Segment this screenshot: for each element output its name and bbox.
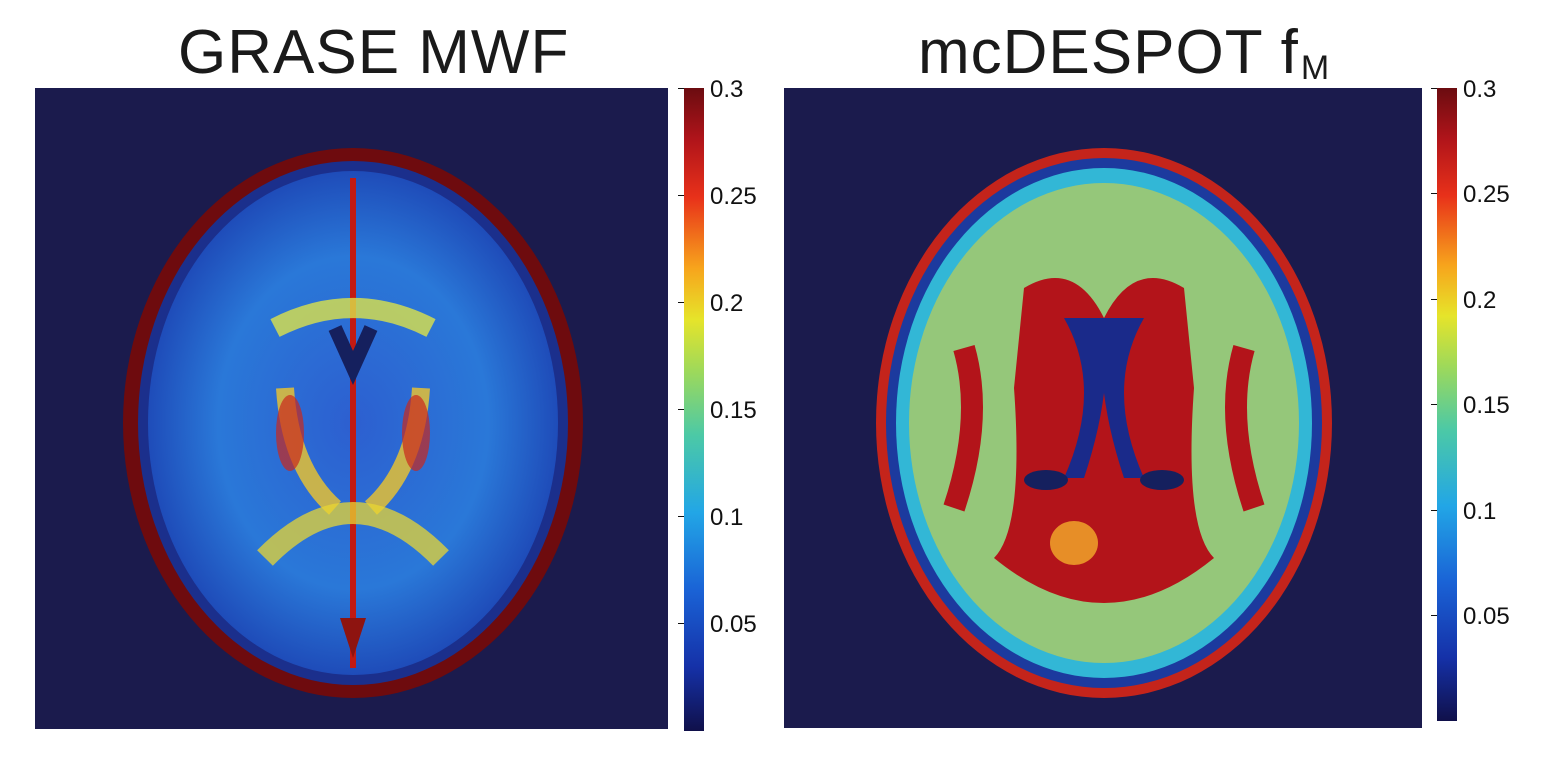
brain-image-mcdespot: [876, 148, 1332, 698]
colorbar-mcdespot: 0.3 0.25 0.2 0.15 0.1 0.05: [1431, 78, 1510, 721]
panel-title-mcdespot: mcDESPOT fM: [918, 22, 1331, 87]
panel-title-text: mcDESPOT f: [918, 18, 1299, 87]
colorbar-tick-label: 0.1: [1463, 498, 1497, 525]
brain-map-mcdespot: [784, 88, 1422, 728]
colorbar-gradient: [1437, 88, 1457, 721]
colorbar-tick-label: 0.3: [710, 76, 744, 103]
colorbar-tick-label: 0.1: [710, 504, 744, 531]
colorbar-tick-label: 0.2: [1463, 287, 1497, 314]
colorbar-tick-label: 0.3: [1463, 76, 1497, 103]
colorbar-tick-label: 0.05: [710, 611, 757, 638]
colorbar-tick-label: 0.15: [1463, 392, 1510, 419]
colorbar-tick-label: 0.2: [710, 290, 744, 317]
panel-title-grase: GRASE MWF: [178, 22, 569, 84]
brain-image-grase: [123, 148, 583, 698]
colorbar-tick-label: 0.25: [1463, 181, 1510, 208]
colorbar-gradient: [684, 88, 704, 731]
colorbar-grase: 0.3 0.25 0.2 0.15 0.1 0.05: [678, 78, 757, 731]
colorbar-tick-label: 0.05: [1463, 603, 1510, 630]
panel-title-text: GRASE MWF: [178, 18, 570, 87]
colorbar-tick-label: 0.15: [710, 397, 757, 424]
brain-map-grase: [35, 88, 668, 729]
colorbar-tick-label: 0.25: [710, 183, 757, 210]
panel-title-subscript: M: [1300, 49, 1331, 87]
